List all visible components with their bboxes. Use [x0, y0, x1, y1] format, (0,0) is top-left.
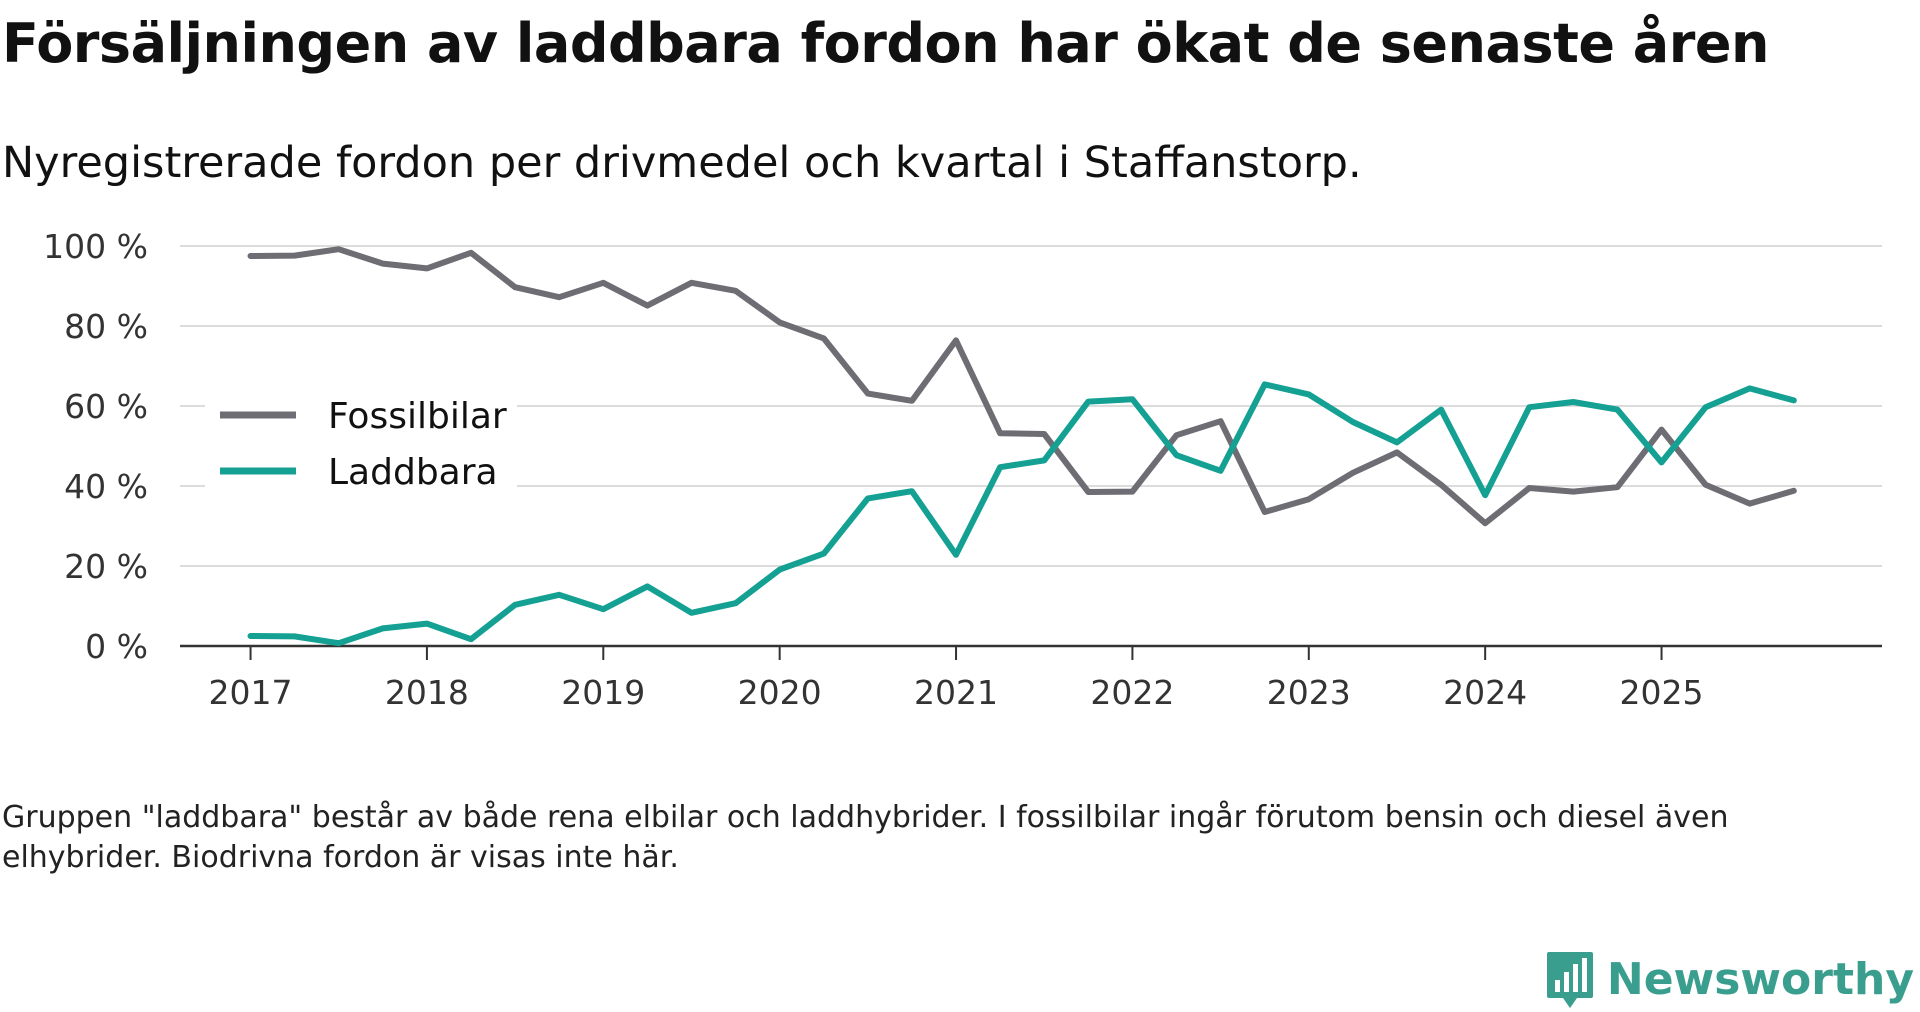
legend-background: [205, 378, 517, 494]
chart-title: Försäljningen av laddbara fordon har öka…: [2, 12, 1769, 75]
line-chart: 0 % 20 % 40 % 60 % 80 % 100 % 2017 2018 2019 2020…: [43, 227, 1882, 712]
x-tick-label: 2024: [1443, 673, 1527, 712]
x-tick-label: 2022: [1090, 673, 1174, 712]
y-tick-label: 100 %: [43, 227, 148, 266]
chart-legend: Fossilbilar Laddbara: [205, 378, 517, 494]
y-tick-label: 80 %: [64, 307, 148, 346]
brand-name: Newsworthy: [1606, 954, 1914, 1005]
x-tick-label: 2023: [1267, 673, 1351, 712]
footnote: Gruppen "laddbara" består av både rena e…: [2, 800, 1729, 875]
series-line-fossilbilar: [247, 246, 1797, 527]
x-tick-label: 2020: [738, 673, 822, 712]
y-tick-label: 0 %: [85, 627, 148, 666]
chart-axes: 0 % 20 % 40 % 60 % 80 % 100 % 2017 2018 2019 2020…: [43, 227, 1882, 712]
x-tick-label: 2018: [385, 673, 469, 712]
y-tick-label: 20 %: [64, 547, 148, 586]
x-tick-label: 2017: [209, 673, 293, 712]
bar-chart-icon: [1546, 952, 1593, 1008]
chart-subtitle: Nyregistrerade fordon per drivmedel och …: [2, 138, 1362, 188]
chart-lines: [247, 246, 1797, 647]
y-tick-label: 60 %: [64, 387, 148, 426]
y-tick-label: 40 %: [64, 467, 148, 506]
x-tick-label: 2019: [561, 673, 645, 712]
brand-logo: Newsworthy: [1545, 948, 1914, 1012]
x-tick-label: 2021: [914, 673, 998, 712]
legend-label-fossilbilar: Fossilbilar: [328, 396, 507, 437]
series-line-laddbara: [247, 381, 1797, 647]
legend-label-laddbara: Laddbara: [328, 452, 498, 493]
x-tick-label: 2025: [1620, 673, 1704, 712]
